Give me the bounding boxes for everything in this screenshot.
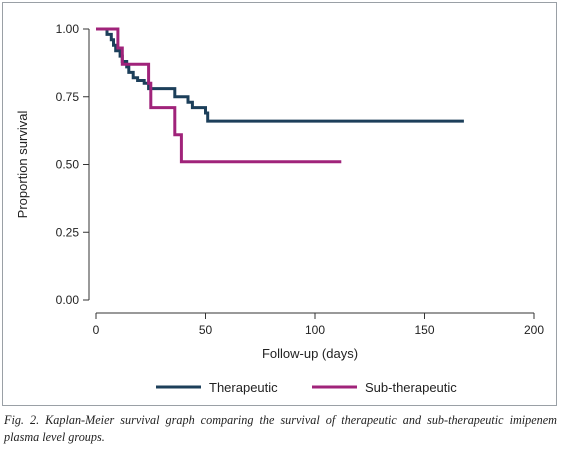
y-tick-label: 0.75: [56, 90, 80, 104]
y-tick-label: 0.00: [56, 293, 80, 307]
series-line-therapeutic: [96, 27, 464, 123]
chart-frame: 0.00 0.25 0.50 0.75 1.00 0 50 100 150 200 Follow-u…: [2, 2, 557, 406]
y-tick-label: 0.25: [56, 225, 80, 239]
survival-chart: 0.00 0.25 0.50 0.75 1.00 0 50 100 150 200 Follow-u…: [15, 22, 544, 395]
x-axis-title: Follow-up (days): [262, 346, 358, 361]
axes: 0.00 0.25 0.50 0.75 1.00 0 50 100 150 200 Follow-u…: [15, 22, 544, 361]
figure-caption: Fig. 2. Kaplan-Meier survival graph comp…: [4, 413, 557, 444]
series-lines: [96, 27, 464, 164]
legend-label-sub-therapeutic: Sub-therapeutic: [365, 380, 457, 395]
x-tick-label: 50: [199, 323, 213, 337]
legend: Therapeutic Sub-therapeutic: [156, 380, 457, 395]
y-tick-label: 0.50: [56, 158, 80, 172]
y-tick-label: 1.00: [56, 22, 80, 36]
y-axis-title: Proportion survival: [15, 111, 30, 219]
x-tick-label: 200: [524, 323, 544, 337]
x-tick-label: 0: [93, 323, 100, 337]
x-tick-label: 150: [414, 323, 434, 337]
series-line-sub-therapeutic: [96, 27, 342, 164]
x-tick-label: 100: [305, 323, 325, 337]
legend-label-therapeutic: Therapeutic: [209, 380, 278, 395]
